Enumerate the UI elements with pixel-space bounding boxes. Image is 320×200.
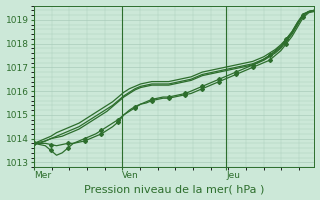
X-axis label: Pression niveau de la mer( hPa ): Pression niveau de la mer( hPa )	[84, 184, 264, 194]
